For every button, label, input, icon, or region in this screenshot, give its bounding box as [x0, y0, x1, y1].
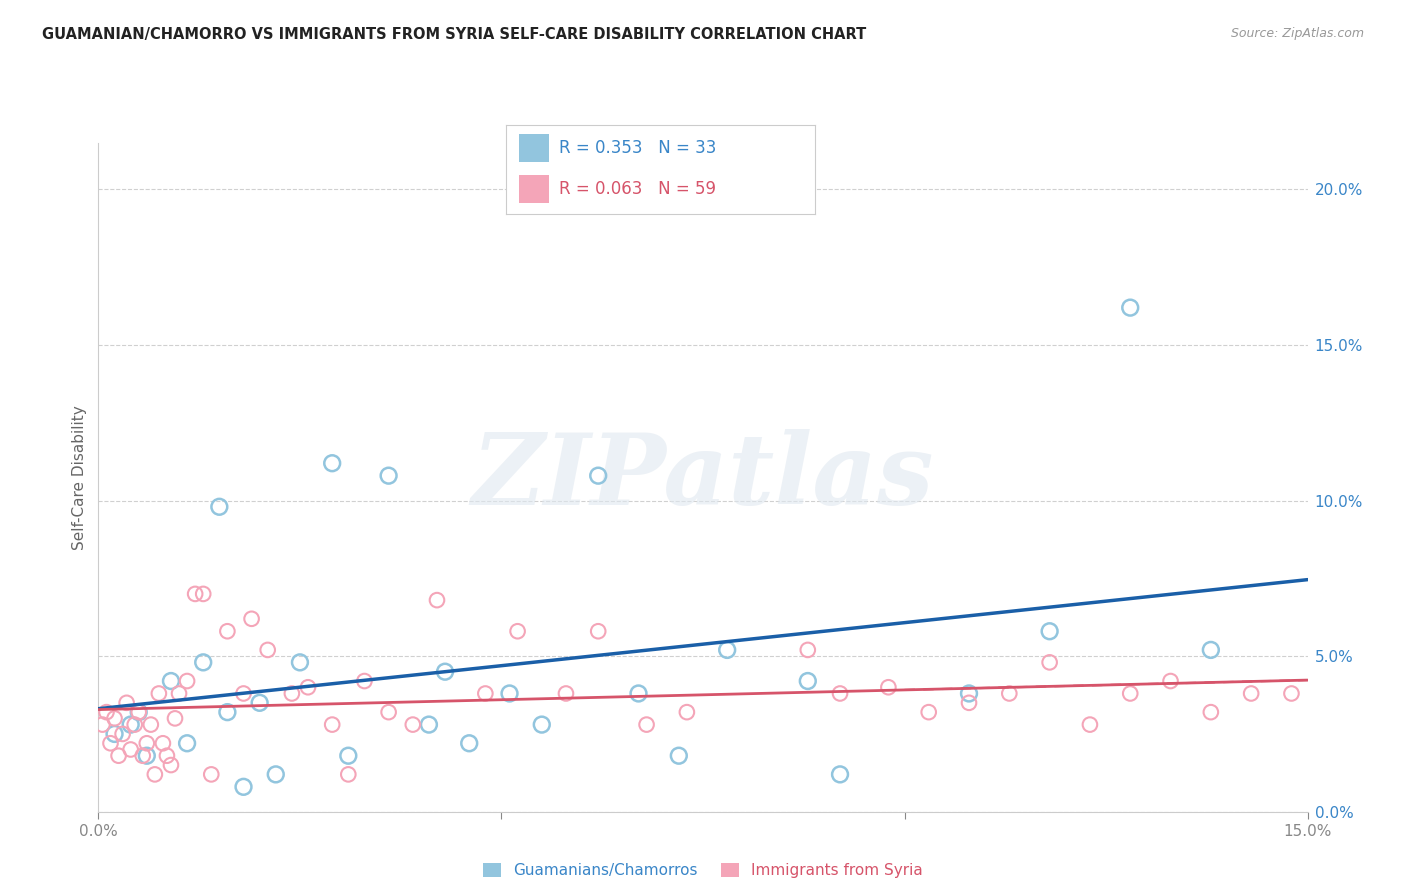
Point	[1402, 686, 1406, 700]
Point	[1199, 705, 1222, 719]
Point	[1039, 624, 1062, 639]
Text: Source: ZipAtlas.com: Source: ZipAtlas.com	[1230, 27, 1364, 40]
Point	[176, 736, 198, 750]
Point	[135, 736, 157, 750]
Point	[797, 673, 820, 688]
Point	[152, 736, 174, 750]
Point	[627, 686, 650, 700]
Point	[111, 727, 134, 741]
Point	[160, 758, 183, 772]
Point	[167, 686, 190, 700]
Point	[1119, 686, 1142, 700]
Point	[200, 767, 222, 781]
Point	[103, 727, 125, 741]
Point	[143, 767, 166, 781]
Point	[716, 643, 738, 657]
Point	[232, 686, 254, 700]
Point	[163, 711, 186, 725]
Point	[1039, 656, 1062, 670]
Point	[1160, 673, 1182, 688]
Point	[91, 717, 114, 731]
Point	[1199, 643, 1222, 657]
Point	[1078, 717, 1101, 731]
Point	[828, 686, 851, 700]
Text: R = 0.353   N = 33: R = 0.353 N = 33	[558, 139, 716, 157]
Point	[240, 612, 263, 626]
Point	[353, 673, 375, 688]
Point	[321, 456, 343, 470]
Point	[426, 593, 449, 607]
Point	[434, 665, 457, 679]
Point	[998, 686, 1021, 700]
Point	[256, 643, 278, 657]
Point	[474, 686, 496, 700]
Point	[193, 656, 215, 670]
Point	[1361, 673, 1384, 688]
Point	[377, 705, 399, 719]
Point	[96, 705, 118, 719]
Point	[128, 705, 150, 719]
Point	[148, 686, 170, 700]
Point	[120, 742, 142, 756]
Point	[636, 717, 658, 731]
Point	[506, 624, 529, 639]
Text: GUAMANIAN/CHAMORRO VS IMMIGRANTS FROM SYRIA SELF-CARE DISABILITY CORRELATION CHA: GUAMANIAN/CHAMORRO VS IMMIGRANTS FROM SY…	[42, 27, 866, 42]
Point	[957, 686, 980, 700]
Point	[193, 587, 215, 601]
Point	[418, 717, 440, 731]
Point	[377, 468, 399, 483]
Point	[217, 705, 239, 719]
Point	[828, 767, 851, 781]
Point	[530, 717, 553, 731]
Legend: Guamanians/Chamorros, Immigrants from Syria: Guamanians/Chamorros, Immigrants from Sy…	[477, 857, 929, 884]
Point	[264, 767, 287, 781]
Point	[184, 587, 207, 601]
Y-axis label: Self-Care Disability: Self-Care Disability	[72, 405, 87, 549]
Point	[321, 717, 343, 731]
Point	[555, 686, 578, 700]
Point	[156, 748, 179, 763]
Point	[100, 736, 122, 750]
Point	[668, 748, 690, 763]
Point	[676, 705, 699, 719]
Point	[281, 686, 304, 700]
Point	[217, 624, 239, 639]
Point	[586, 624, 609, 639]
Point	[115, 696, 138, 710]
Point	[458, 736, 481, 750]
Point	[120, 717, 142, 731]
Point	[498, 686, 520, 700]
Point	[402, 717, 425, 731]
Point	[160, 673, 183, 688]
Text: ZIPatlas: ZIPatlas	[472, 429, 934, 525]
Point	[103, 711, 125, 725]
Point	[139, 717, 162, 731]
Point	[1119, 301, 1142, 315]
Point	[1240, 686, 1263, 700]
Point	[918, 705, 941, 719]
Point	[249, 696, 271, 710]
Point	[586, 468, 609, 483]
Point	[135, 748, 157, 763]
Text: R = 0.063   N = 59: R = 0.063 N = 59	[558, 180, 716, 198]
Point	[337, 748, 360, 763]
Point	[128, 705, 150, 719]
Point	[297, 680, 319, 694]
Point	[176, 673, 198, 688]
Point	[232, 780, 254, 794]
Point	[797, 643, 820, 657]
Point	[208, 500, 231, 514]
Point	[877, 680, 900, 694]
Point	[107, 748, 129, 763]
Point	[1320, 643, 1343, 657]
Point	[132, 748, 155, 763]
Point	[124, 717, 146, 731]
Point	[337, 767, 360, 781]
Point	[288, 656, 311, 670]
Point	[957, 696, 980, 710]
Point	[1281, 686, 1303, 700]
FancyBboxPatch shape	[519, 175, 550, 203]
FancyBboxPatch shape	[519, 134, 550, 162]
